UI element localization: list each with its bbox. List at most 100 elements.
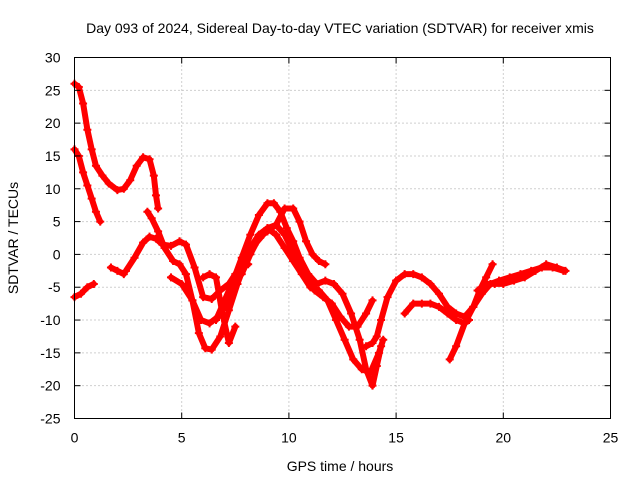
data-point	[531, 266, 540, 275]
data-point	[246, 250, 255, 259]
data-point	[417, 299, 426, 308]
data-point	[400, 270, 409, 279]
series-layer	[70, 79, 570, 390]
data-point	[289, 204, 298, 213]
axis-ticks	[74, 57, 611, 419]
data-point	[295, 217, 304, 226]
data-point	[104, 179, 113, 188]
data-point	[106, 263, 115, 272]
data-point	[452, 342, 461, 351]
x-tick-label: 20	[496, 430, 512, 446]
data-point	[113, 266, 122, 275]
data-point	[177, 279, 186, 288]
data-point	[368, 296, 377, 305]
data-point	[280, 230, 289, 239]
data-point	[473, 286, 482, 295]
chart-title: Day 093 of 2024, Sidereal Day-to-day VTE…	[86, 20, 594, 36]
data-point	[143, 207, 152, 216]
data-point	[224, 306, 233, 315]
data-point	[139, 153, 148, 162]
data-point	[314, 256, 323, 265]
data-point	[205, 270, 214, 279]
data-point	[336, 312, 345, 321]
y-tick-label: -10	[40, 312, 60, 328]
data-point	[409, 270, 418, 279]
data-point	[344, 322, 353, 331]
data-point	[132, 161, 141, 170]
data-point	[353, 322, 362, 331]
data-point	[246, 230, 255, 239]
series-line	[474, 261, 569, 294]
x-tick-label: 15	[388, 430, 404, 446]
data-point	[542, 260, 551, 269]
series-track-1	[70, 79, 163, 213]
y-tick-label: 10	[45, 181, 61, 197]
data-point	[308, 250, 317, 259]
y-tick-label: 20	[45, 115, 61, 131]
data-point	[205, 319, 214, 328]
data-point	[452, 316, 461, 325]
data-point	[83, 125, 92, 134]
data-point	[357, 365, 366, 374]
y-tick-label: 5	[53, 214, 61, 230]
data-point	[319, 293, 328, 302]
data-point	[74, 83, 83, 92]
data-point	[409, 299, 418, 308]
data-point	[293, 260, 302, 269]
series-track-6	[143, 207, 268, 354]
data-point	[362, 342, 371, 351]
plot-frame	[74, 57, 611, 419]
series-track-16	[473, 260, 570, 295]
data-point	[269, 199, 278, 208]
data-point	[87, 145, 96, 154]
series-line	[213, 200, 385, 389]
x-axis-label: GPS time / hours	[287, 458, 394, 474]
data-point	[392, 276, 401, 285]
data-point	[147, 214, 156, 223]
data-point	[338, 289, 347, 298]
data-point	[207, 295, 216, 304]
data-point	[199, 273, 208, 282]
data-point	[434, 289, 443, 298]
y-tick-label: -20	[40, 378, 60, 394]
data-point	[220, 302, 229, 311]
data-point	[175, 260, 184, 269]
data-point	[374, 348, 383, 357]
data-point	[166, 241, 175, 250]
data-point	[139, 238, 148, 247]
data-point	[302, 237, 311, 246]
series-track-2	[70, 145, 105, 226]
data-point	[76, 289, 85, 298]
data-point	[190, 263, 199, 272]
data-point	[460, 319, 469, 328]
data-point	[329, 279, 338, 288]
data-point	[96, 217, 105, 226]
data-point	[79, 99, 88, 108]
data-point	[426, 299, 435, 308]
data-point	[349, 355, 358, 364]
data-point	[327, 299, 336, 308]
data-point	[145, 155, 154, 164]
data-point	[321, 260, 330, 269]
data-point	[482, 279, 491, 288]
data-point	[383, 293, 392, 302]
data-point	[224, 339, 233, 348]
data-point	[83, 283, 92, 292]
data-point	[372, 332, 381, 341]
data-point	[280, 204, 289, 213]
data-point	[254, 234, 263, 242]
data-point	[287, 243, 296, 252]
data-point	[229, 283, 238, 292]
series-line	[71, 280, 97, 301]
data-point	[194, 329, 203, 338]
data-point	[216, 332, 225, 341]
data-point	[499, 279, 508, 288]
data-point	[98, 171, 107, 180]
y-axis-tick-labels: -25 -20 -15 -10 -5 0 5 10 15 20 25 30	[40, 50, 60, 427]
data-point	[79, 168, 88, 177]
data-point	[175, 237, 184, 246]
data-point	[272, 220, 281, 229]
x-tick-label: 10	[281, 430, 297, 446]
data-point	[87, 194, 96, 203]
